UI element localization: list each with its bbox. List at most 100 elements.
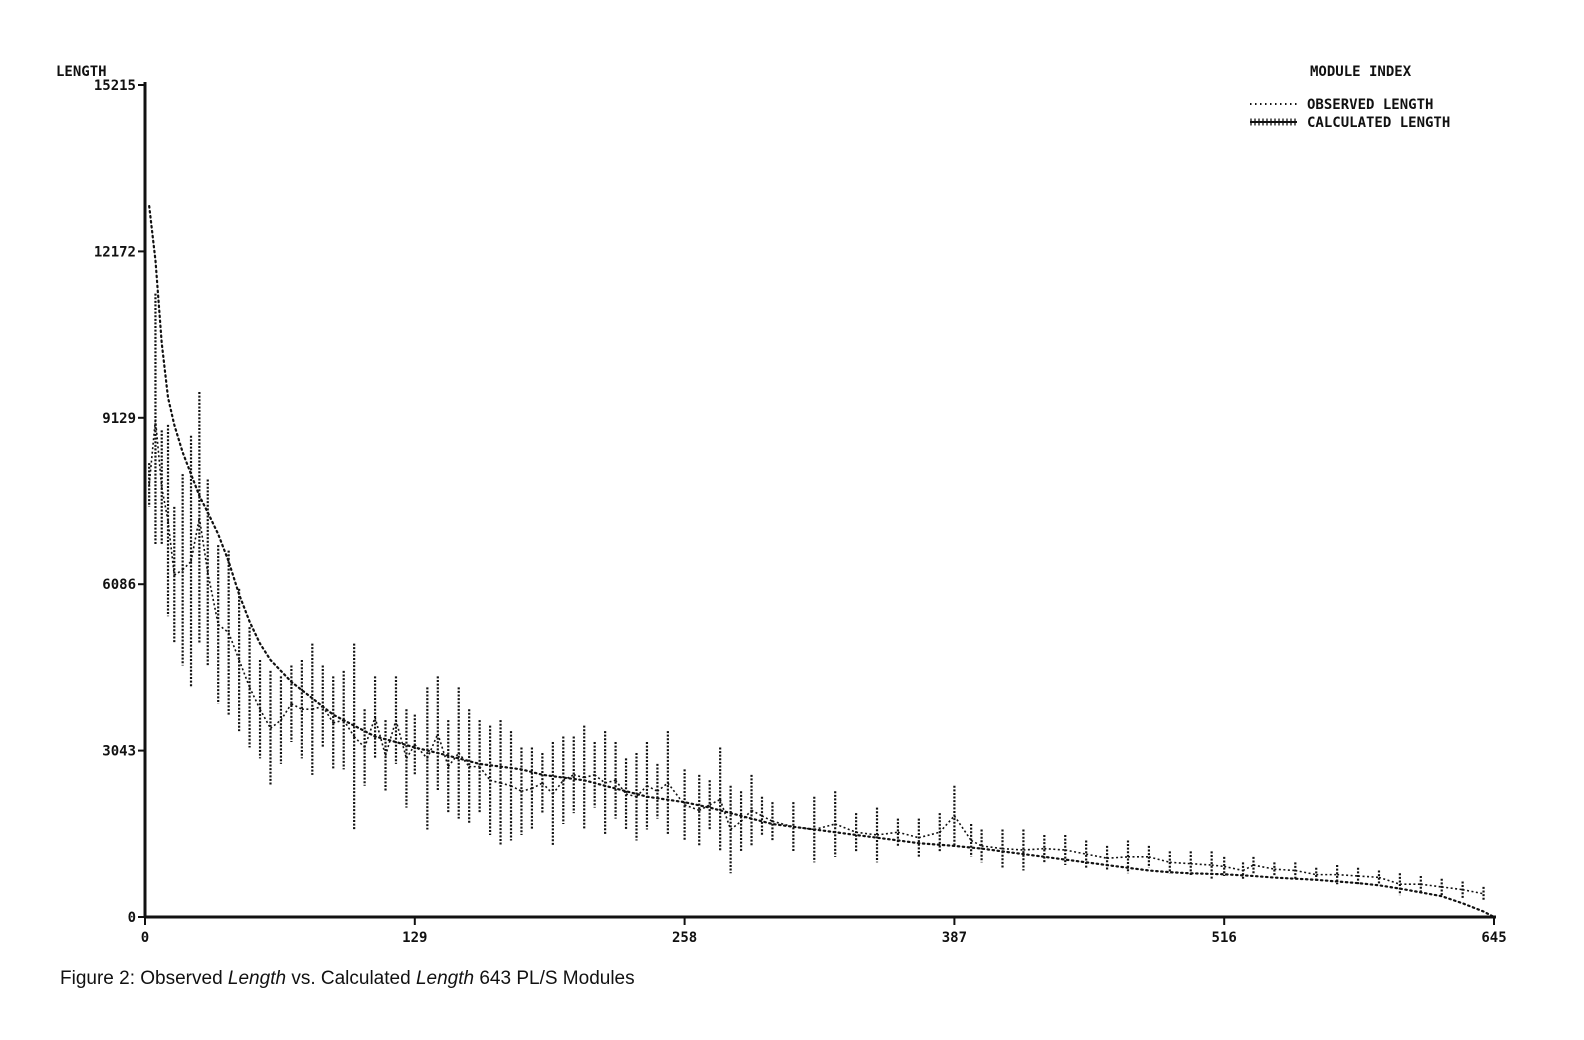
calculated-length-link <box>1044 847 1066 851</box>
calculated-length-link <box>426 733 439 759</box>
figure-caption: Figure 2: Observed Length vs. Calculated… <box>60 968 635 990</box>
y-tick-label: 15215 <box>94 78 136 94</box>
calculated-length-link <box>814 823 836 831</box>
calculated-length-link <box>248 686 261 710</box>
calculated-length-link <box>1002 847 1024 851</box>
legend: OBSERVED LENGTH CALCULATED LENGTH <box>1250 97 1450 131</box>
chart-axes <box>143 82 1496 919</box>
caption-emphasis-1: Length <box>227 968 287 989</box>
calculated-length-link <box>1420 883 1442 888</box>
calculated-length-link <box>918 831 940 839</box>
calculated-length-link <box>541 782 554 795</box>
calculated-length-link <box>458 752 470 768</box>
x-tick-label: 0 <box>141 930 149 946</box>
calculated-length-series <box>148 293 1485 901</box>
calculated-length-link <box>897 831 920 839</box>
legend-observed-label: OBSERVED LENGTH <box>1307 97 1433 113</box>
y-tick-label: 3043 <box>102 744 136 760</box>
calculated-length-link <box>709 798 721 806</box>
calculated-length-link <box>1295 869 1317 876</box>
calculated-length-link <box>190 517 201 562</box>
calculated-length-link <box>384 719 397 756</box>
x-tick-label: 645 <box>1481 930 1506 946</box>
calculated-length-link <box>217 623 230 634</box>
calculated-length-link <box>280 703 293 721</box>
calculated-length-link <box>573 774 585 779</box>
calculated-length-link <box>1169 861 1191 865</box>
calculated-length-link <box>206 572 219 625</box>
calculated-length-link <box>698 804 711 812</box>
calculated-length-link <box>395 719 408 759</box>
calculated-length-link <box>1462 888 1484 895</box>
calculated-length-link <box>479 766 491 781</box>
calculated-length-link <box>1253 864 1275 870</box>
calculated-length-link <box>447 752 460 768</box>
caption-middle: vs. Calculated <box>286 968 416 989</box>
calculated-length-link <box>489 779 501 784</box>
legend-calculated-swatch <box>1250 118 1297 126</box>
calculated-length-link <box>1224 865 1244 872</box>
calculated-length-link <box>182 560 192 571</box>
calculated-length-link <box>719 799 732 830</box>
y-tick-label: 0 <box>128 910 136 926</box>
calculated-length-link <box>291 703 303 710</box>
legend-calculated-label: CALCULATED LENGTH <box>1307 115 1450 131</box>
calculated-length-link <box>259 708 272 729</box>
calculated-length-link <box>761 815 773 823</box>
caption-prefix: Figure 2: Observed <box>60 968 228 989</box>
x-tick-label: 129 <box>402 930 427 946</box>
calculated-length-link <box>312 705 323 710</box>
calculated-length-link <box>1065 849 1087 855</box>
x-axis-label: MODULE INDEX <box>1310 64 1412 80</box>
observed-length-series <box>148 205 1496 919</box>
calculated-length-link <box>322 706 334 724</box>
y-tick-label: 9129 <box>102 411 136 427</box>
calculated-length-link <box>1190 862 1212 866</box>
calculated-length-link <box>414 744 428 759</box>
calculated-length-link <box>939 815 955 833</box>
calculated-length-link <box>1148 856 1171 864</box>
calculated-length-link <box>855 831 878 836</box>
calculated-length-link <box>173 569 184 576</box>
calculated-length-link <box>198 517 209 573</box>
calculated-length-link <box>1211 864 1225 868</box>
calculated-length-link <box>333 719 344 724</box>
x-tick-label: 258 <box>672 930 697 946</box>
y-tick-label: 6086 <box>102 577 136 593</box>
x-tick-label: 516 <box>1212 930 1237 946</box>
calculated-length-link <box>1242 864 1254 872</box>
calculated-length-link <box>604 779 616 784</box>
calculated-length-link <box>1023 847 1045 851</box>
calculated-length-link <box>238 659 251 688</box>
calculated-length-link <box>646 785 658 792</box>
calculated-length-link <box>269 719 282 729</box>
calculated-length-link <box>343 719 355 737</box>
calculated-length-link <box>834 823 857 833</box>
tick-marks: 0 3043 6086 9129 12172 15215 0 129 258 387 516 645 <box>94 78 1507 946</box>
calculated-length-link <box>437 733 450 767</box>
calculated-length-link <box>981 845 1003 850</box>
calculated-length-link <box>363 717 376 748</box>
calculated-length-link <box>1441 886 1463 891</box>
calculated-length-link <box>953 815 972 841</box>
calculated-length-link <box>1274 868 1296 872</box>
calculated-length-link <box>594 774 606 784</box>
calculated-length-link <box>584 774 595 779</box>
calculated-length-link <box>1337 873 1359 877</box>
calculated-length-link <box>353 735 366 749</box>
calculated-length-link <box>1107 856 1129 860</box>
y-axis-label: LENGTH <box>56 64 107 80</box>
calculated-length-link <box>1378 876 1401 885</box>
calculated-length-link <box>656 782 669 792</box>
calculated-length-link <box>614 779 627 795</box>
calculated-length-link <box>552 779 564 795</box>
caption-suffix: 643 PL/S Modules <box>474 968 635 989</box>
calculated-length-link <box>1358 875 1380 879</box>
calculated-length-link <box>1086 853 1108 860</box>
calculated-length-link <box>500 782 512 787</box>
calculated-length-link <box>531 782 543 790</box>
series-layer <box>148 205 1496 919</box>
x-tick-label: 387 <box>942 930 967 946</box>
y-tick-label: 12172 <box>94 244 136 260</box>
